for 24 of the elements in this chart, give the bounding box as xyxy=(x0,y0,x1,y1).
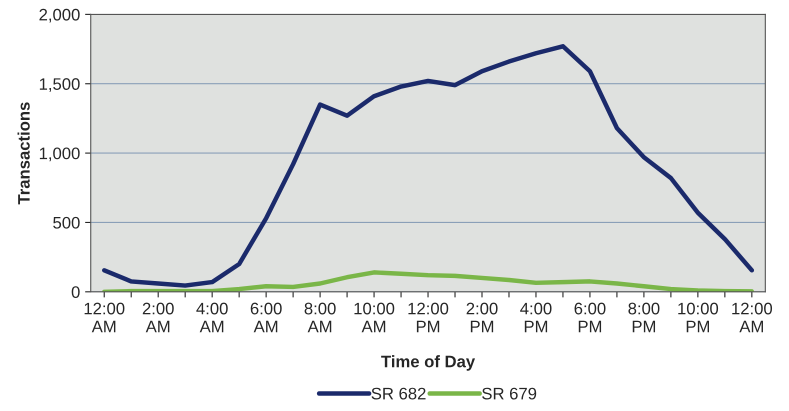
x-tick-label: 12:00 PM xyxy=(408,302,448,332)
y-tick-label: 1,000 xyxy=(40,148,80,162)
x-tick-label: 6:00 PM xyxy=(574,302,606,332)
y-tick-label: 0 xyxy=(72,286,80,298)
y-tick-label: 1,500 xyxy=(40,78,80,92)
x-tick-label: 4:00 PM xyxy=(520,302,552,332)
line-series xyxy=(102,44,754,288)
x-tick-label: 10:00 PM xyxy=(678,302,718,332)
x-tick-label: 6:00 AM xyxy=(250,302,282,332)
y-axis-title: Transactions xyxy=(18,102,30,204)
x-tick-label: 8:00 PM xyxy=(628,302,660,332)
x-tick-label: 10:00 AM xyxy=(354,302,394,332)
legend-label: SR 679 xyxy=(482,388,536,400)
x-tick-label: 2:00 PM xyxy=(466,302,498,332)
x-axis-title: Time of Day xyxy=(381,355,476,371)
x-tick-label: 8:00 AM xyxy=(304,302,336,332)
x-tick-label: 12:00 AM xyxy=(84,302,124,332)
y-tick-label: 500 xyxy=(53,216,80,229)
line-series xyxy=(102,270,754,292)
x-tick-label: 2:00 AM xyxy=(142,302,174,332)
x-tick-label: 12:00 AM xyxy=(732,302,772,332)
y-tick-label: 2,000 xyxy=(39,8,80,23)
x-tick-label: 4:00 AM xyxy=(196,302,228,332)
legend-label: SR 682 xyxy=(372,388,426,400)
